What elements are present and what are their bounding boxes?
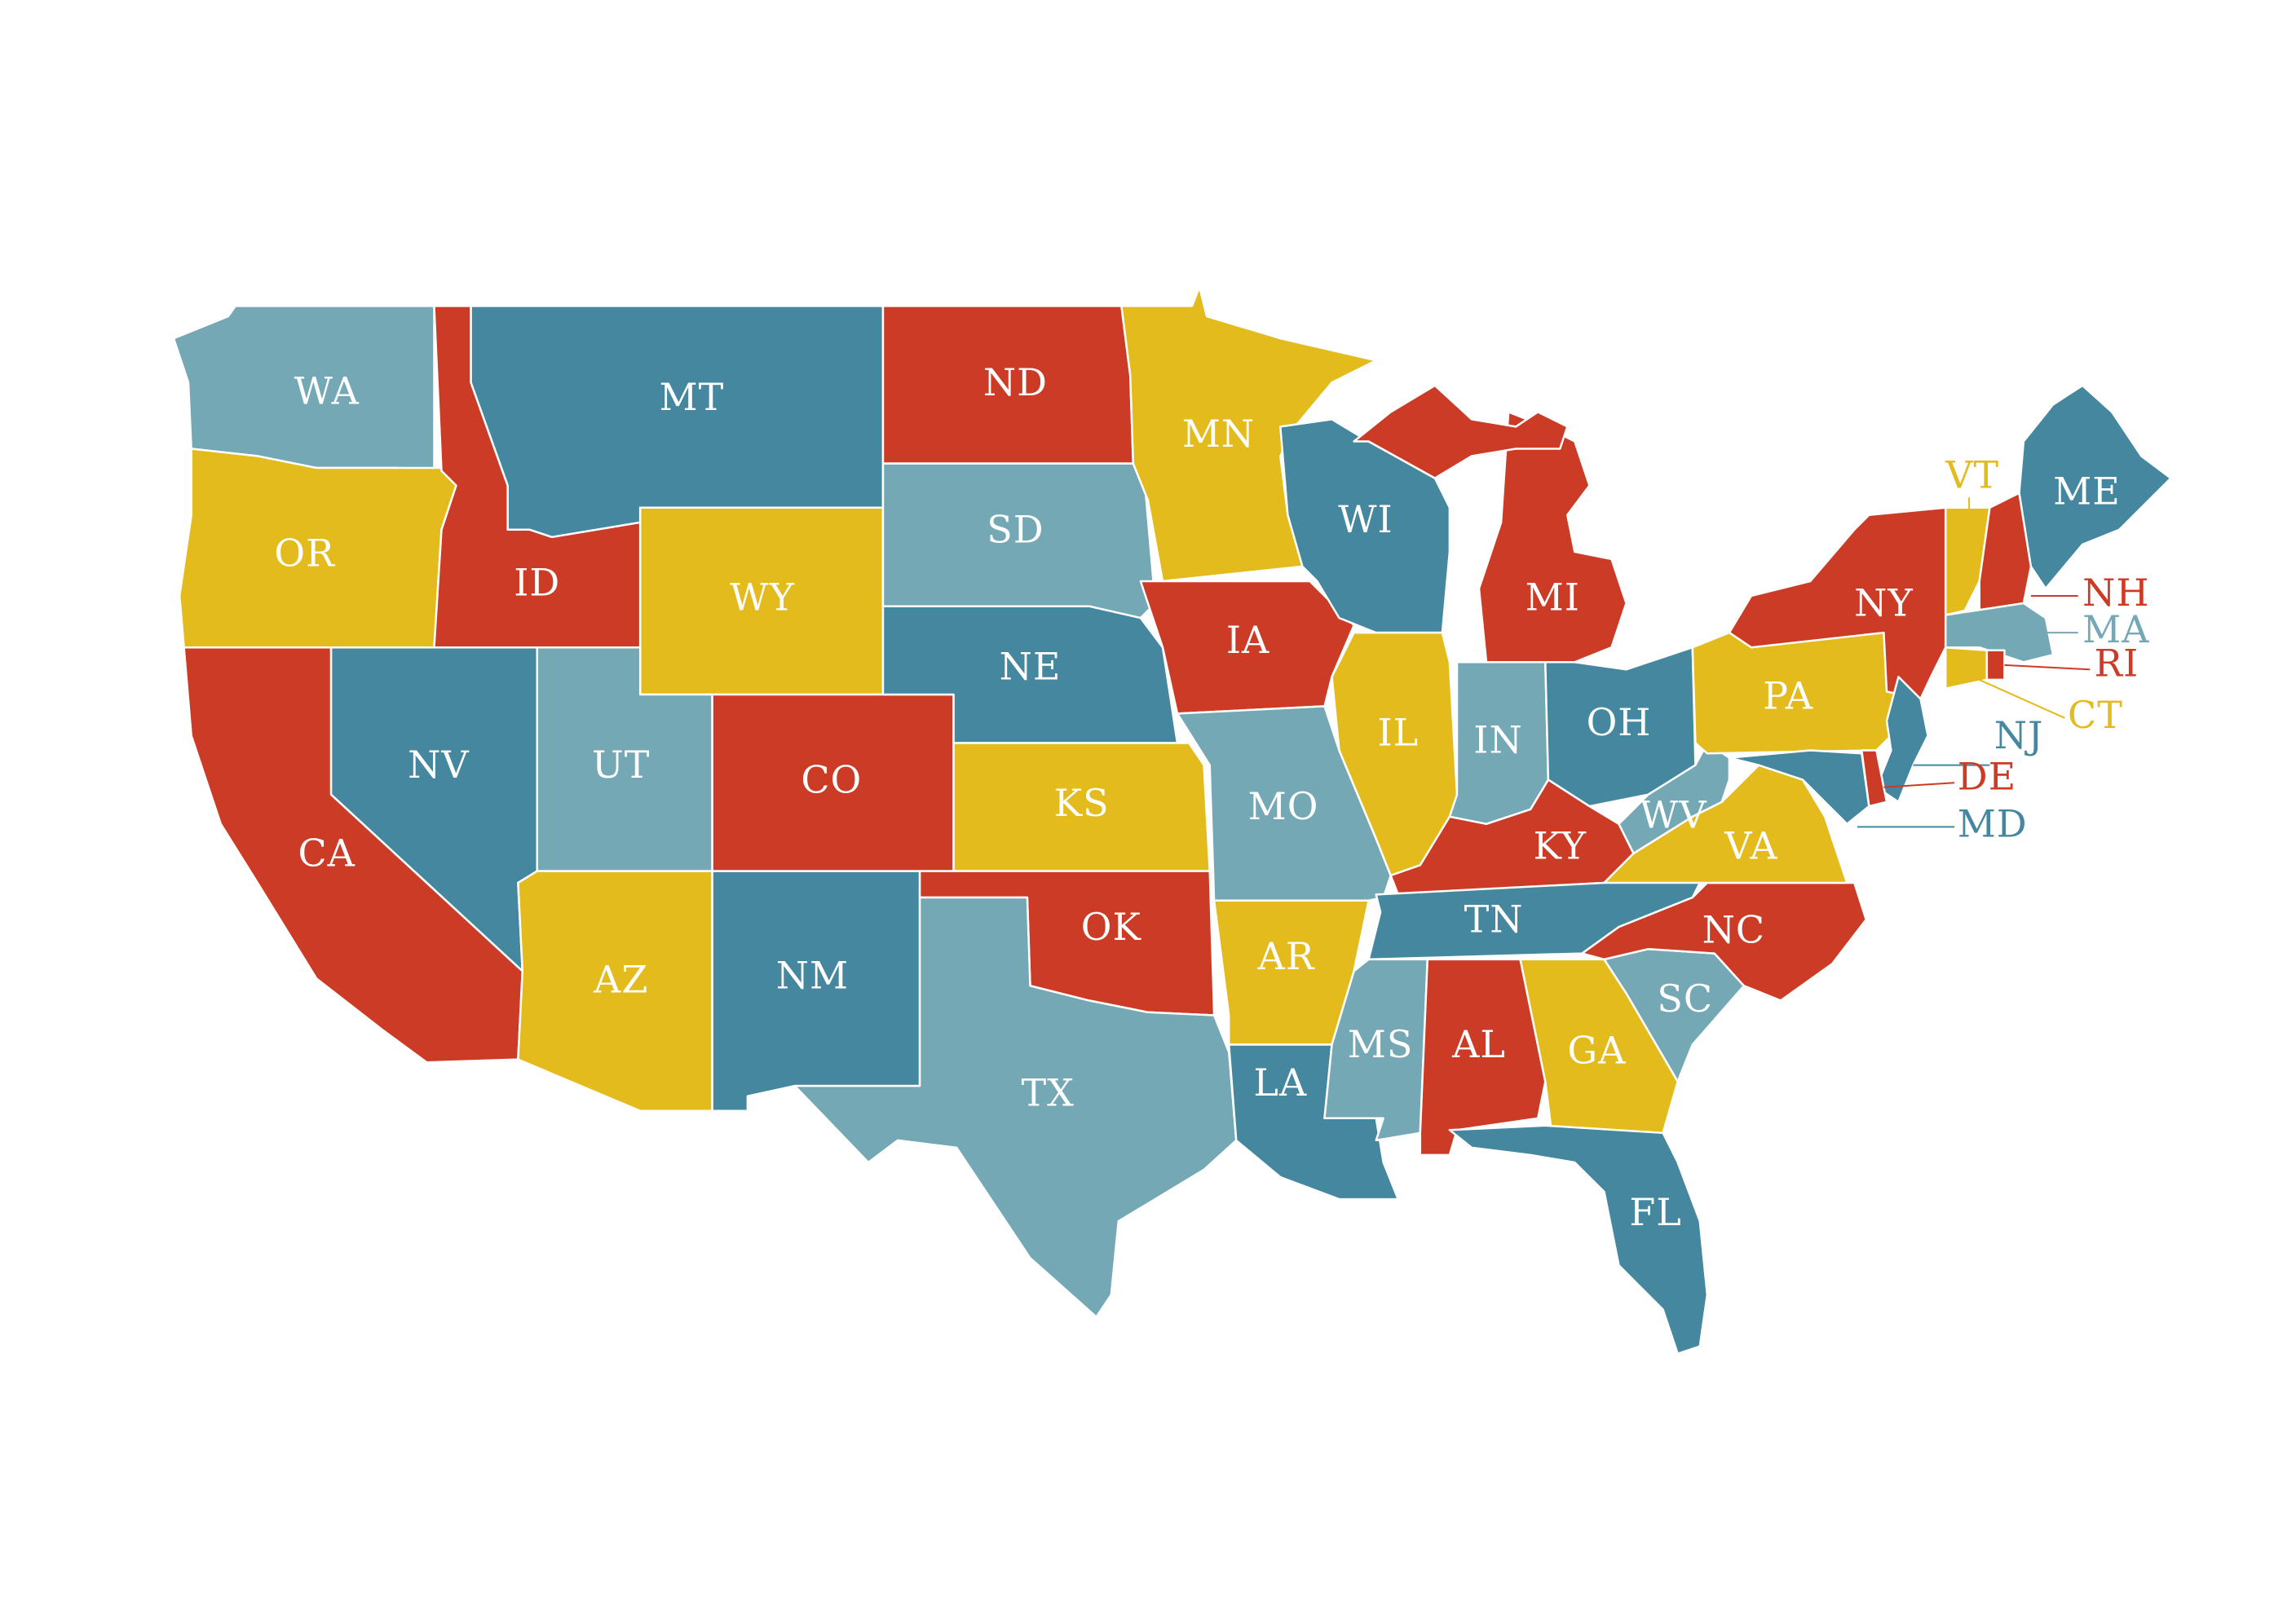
state-label-pa: PA (1763, 673, 1813, 717)
state-label-ky: KY (1534, 824, 1587, 868)
state-label-az: AZ (593, 958, 648, 1002)
state-label-ca: CA (298, 831, 355, 875)
state-mo (1176, 705, 1392, 902)
state-mi (1477, 411, 1627, 664)
state-label-or: OR (274, 531, 335, 575)
state-label-ny: NY (1854, 581, 1914, 625)
state-ks (952, 742, 1211, 872)
state-label-mt: MT (660, 375, 725, 419)
state-ri (1985, 649, 2006, 681)
state-me (2018, 384, 2172, 590)
state-label-wy: WY (730, 575, 795, 619)
state-label-oh: OH (1587, 700, 1652, 744)
state-label-il: IL (1377, 711, 1419, 755)
state-label-tn: TN (1464, 898, 1524, 942)
state-label-nv: NV (408, 743, 469, 787)
state-label-nh: NH (2082, 571, 2149, 615)
state-label-vt: VT (1945, 453, 1999, 497)
state-label-id: ID (514, 560, 560, 604)
state-label-ga: GA (1567, 1028, 1626, 1072)
state-label-tx: TX (1021, 1071, 1074, 1115)
leader-line-ri (2004, 664, 2091, 671)
label-leader-lines (1857, 497, 2091, 828)
state-label-fl: FL (1629, 1190, 1681, 1234)
state-md (1728, 749, 1870, 826)
state-label-wi: WI (1338, 497, 1393, 541)
state-labels: WA OR CA ID NV MT WY UT AZ CO NM ND SD NE KS OK TX MN IA MO… (274, 360, 2149, 1234)
state-nc (1581, 881, 1867, 1002)
state-label-nd: ND (983, 360, 1048, 404)
state-shapes (172, 285, 2172, 1355)
state-label-in: IN (1473, 718, 1522, 762)
state-label-mi: MI (1526, 575, 1580, 619)
state-label-mo: MO (1248, 784, 1319, 828)
state-label-ma: MA (2082, 607, 2149, 651)
state-label-ne: NE (1000, 644, 1062, 688)
state-mi-upper-peninsula (1353, 384, 1569, 479)
state-label-ms: MS (1348, 1022, 1414, 1066)
state-label-wa: WA (294, 369, 360, 413)
state-label-nc: NC (1702, 907, 1765, 951)
state-label-ar: AR (1257, 934, 1315, 978)
state-label-ri: RI (2095, 642, 2139, 686)
state-fl (1448, 1124, 1709, 1355)
state-label-wv: WV (1640, 793, 1707, 837)
state-label-al: AL (1451, 1022, 1506, 1066)
leader-line-ct (1979, 678, 2065, 719)
state-vt (1944, 506, 1991, 616)
state-label-ks: KS (1054, 781, 1110, 825)
state-nj (1875, 676, 1929, 803)
state-label-ia: IA (1226, 618, 1269, 662)
state-label-ut: UT (592, 743, 650, 787)
state-label-me: ME (2053, 470, 2121, 514)
state-label-md: MD (1958, 801, 2028, 845)
state-label-de: DE (1958, 755, 2016, 799)
state-mt (470, 305, 885, 539)
state-label-ok: OK (1081, 905, 1142, 949)
state-label-sd: SD (987, 507, 1044, 551)
state-label-va: VA (1724, 824, 1777, 868)
state-ct (1944, 646, 1989, 690)
state-wv (1618, 742, 1731, 855)
state-label-mn: MN (1182, 412, 1255, 456)
leader-line-de (1883, 782, 1955, 788)
state-tx (793, 896, 1238, 1318)
state-label-la: LA (1253, 1061, 1307, 1105)
state-label-co: CO (801, 757, 862, 801)
state-label-sc: SC (1657, 977, 1713, 1021)
state-label-nj: NJ (1994, 713, 2044, 757)
state-label-ct: CT (2068, 693, 2123, 737)
state-label-nm: NM (776, 953, 849, 997)
state-ia (1139, 580, 1355, 715)
